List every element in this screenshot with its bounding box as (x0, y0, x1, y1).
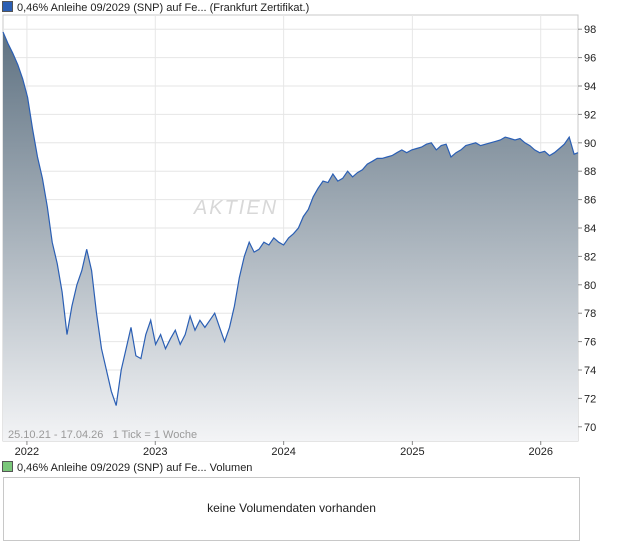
y-tick-label: 86 (584, 195, 596, 207)
chart-info-text: 25.10.21 - 17.04.26 1 Tick = 1 Woche (8, 429, 197, 441)
y-tick-label: 76 (584, 337, 596, 349)
y-axis: 70 72 74 76 78 80 82 84 86 88 90 92 94 96 98 (578, 24, 596, 434)
x-tick-label: 2022 (15, 446, 39, 458)
y-tick-label: 70 (584, 422, 596, 434)
x-tick-label: 2024 (271, 446, 295, 458)
x-tick-label: 2026 (528, 446, 552, 458)
price-line (2, 31, 579, 406)
y-tick-label: 90 (584, 138, 596, 150)
price-series-swatch (2, 1, 13, 12)
y-tick-label: 80 (584, 280, 596, 292)
y-tick-label: 78 (584, 308, 596, 320)
x-tick-label: 2023 (143, 446, 167, 458)
y-tick-label: 98 (584, 24, 596, 36)
price-chart: AKTIEN 70 72 74 76 78 80 82 84 86 88 90 92 94 96 98 20… (2, 14, 596, 458)
y-tick-label: 92 (584, 109, 596, 121)
volume-legend-label: 0,46% Anleihe 09/2029 (SNP) auf Fe... Vo… (17, 462, 253, 474)
x-tick-label: 2025 (400, 446, 424, 458)
y-tick-label: 74 (584, 365, 596, 377)
y-tick-label: 72 (584, 393, 596, 405)
watermark: AKTIEN (193, 197, 278, 219)
y-tick-label: 96 (584, 53, 596, 65)
volume-legend: 0,46% Anleihe 09/2029 (SNP) auf Fe... Vo… (2, 461, 252, 475)
price-legend: 0,46% Anleihe 09/2029 (SNP) auf Fe... (F… (2, 1, 309, 15)
no-volume-message: keine Volumendaten vorhanden (207, 501, 376, 515)
y-tick-label: 82 (584, 251, 596, 263)
y-tick-label: 88 (584, 166, 596, 178)
volume-series-swatch (2, 461, 13, 472)
y-tick-label: 94 (584, 81, 596, 93)
y-tick-label: 84 (584, 223, 596, 235)
volume-panel: keine Volumendaten vorhanden (3, 477, 580, 541)
x-axis: 2022 2023 2024 2025 2026 (15, 441, 553, 458)
price-legend-label: 0,46% Anleihe 09/2029 (SNP) auf Fe... (F… (17, 2, 310, 14)
